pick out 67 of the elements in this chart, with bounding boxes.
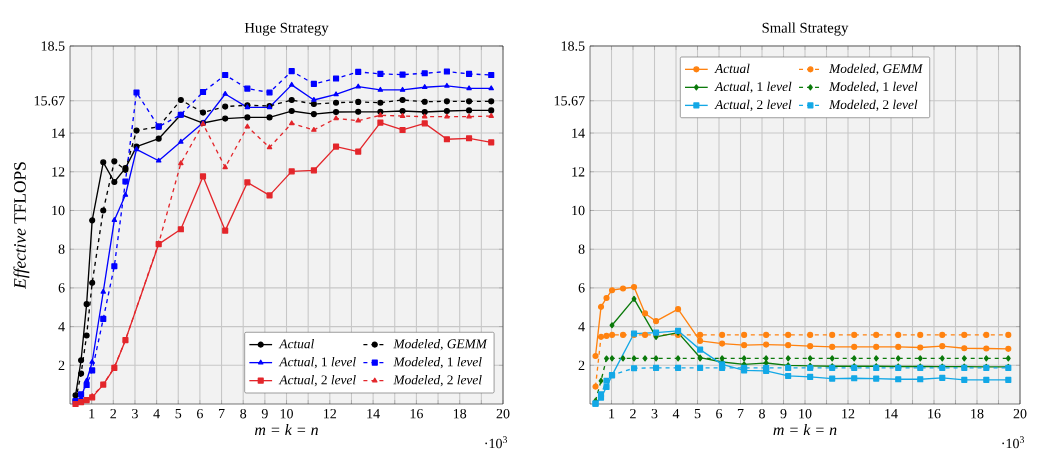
y-tick-label: 12 xyxy=(52,167,65,177)
y-tick-label: 10 xyxy=(52,205,65,216)
chart-title: Huge Strategy xyxy=(244,22,329,36)
x-tick-label: 4 xyxy=(672,408,680,419)
legend-label: Actual xyxy=(278,338,314,349)
legend-label: Modeled, 2 level xyxy=(828,99,918,112)
x-tick-label: 8 xyxy=(759,408,765,419)
x-tick-label: 3 xyxy=(132,408,138,419)
x-tick-label: 9 xyxy=(780,408,787,419)
legend-label: Actual, 1 level xyxy=(714,81,792,93)
x-tick-label: 14 xyxy=(885,408,898,419)
x-tick-label: 18 xyxy=(453,408,467,419)
x-tick-label: 2 xyxy=(630,408,636,419)
x-tick-label: 1 xyxy=(609,408,615,419)
x-tick-label: 3 xyxy=(651,408,658,419)
x-tick-label: 16 xyxy=(410,408,423,419)
legend-label: Actual xyxy=(714,63,750,74)
x-tick-label: 6 xyxy=(716,408,723,419)
y-tick-label: 18.5 xyxy=(561,41,585,51)
y-tick-label: 12 xyxy=(572,167,585,177)
legend-label: Actual, 2 level xyxy=(714,99,792,112)
x-tick-label: 20 xyxy=(1013,408,1027,419)
x-tick-label: 18 xyxy=(971,408,984,419)
legend-label: Modeled, 1 level xyxy=(828,81,918,93)
x-tick-label: 7 xyxy=(218,408,225,419)
x-tick-label: 8 xyxy=(240,408,247,419)
x-tick-label: 4 xyxy=(153,408,160,419)
y-tick-label: 8 xyxy=(578,244,585,254)
y-tick-label: 4 xyxy=(58,322,65,332)
x-tick-label: 5 xyxy=(694,408,701,419)
x-tick-label: 14 xyxy=(367,408,380,419)
x-tick-label: 12 xyxy=(324,408,337,419)
x-tick-label: 16 xyxy=(928,408,941,419)
x-tick-label: 9 xyxy=(261,408,268,419)
y-tick-label: 14 xyxy=(572,128,585,138)
text: ·10$^{3}$ xyxy=(1002,436,1025,449)
x-axis-title: m = k = n xyxy=(254,423,318,436)
legend-label: Actual, 1 level xyxy=(278,356,356,369)
x-axis-title: m = k = n xyxy=(773,423,837,436)
y-tick-label: 2 xyxy=(58,360,65,370)
x-tick-label: 10 xyxy=(280,408,293,419)
y-tick-label: 8 xyxy=(58,244,65,254)
legend-label: Modeled, 1 level xyxy=(393,356,482,369)
x-tick-label: 10 xyxy=(799,408,812,419)
text: ·10$^{3}$ xyxy=(485,436,508,449)
y-tick-label: 18.5 xyxy=(41,41,65,51)
y-tick-label: 10 xyxy=(572,205,585,216)
x-tick-label: 5 xyxy=(175,408,182,419)
x-tick-label: 6 xyxy=(197,408,203,419)
y-axis-title: Effective TFLOPS xyxy=(13,162,30,289)
y-tick-label: 2 xyxy=(578,360,585,370)
chart-title: Small Strategy xyxy=(762,22,849,36)
y-tick-label: 15.67 xyxy=(34,96,65,106)
y-tick-label: 6 xyxy=(58,283,65,293)
legend-label: Modeled, 2 level xyxy=(393,374,482,387)
legend-label: Modeled, GEMM xyxy=(828,63,924,75)
x-tick-label: 7 xyxy=(737,408,744,419)
y-tick-label: 6 xyxy=(578,283,585,293)
y-tick-label: 14 xyxy=(52,128,65,138)
x-tick-label: 12 xyxy=(842,408,855,419)
y-tick-label: 4 xyxy=(578,322,585,332)
legend-label: Actual, 2 level xyxy=(278,374,356,387)
x-tick-label: 1 xyxy=(89,408,95,419)
x-tick-label: 2 xyxy=(110,408,117,419)
x-tick-label: 20 xyxy=(496,408,510,419)
y-tick-label: 15.67 xyxy=(554,96,585,106)
legend-label: Modeled, GEMM xyxy=(393,338,488,351)
